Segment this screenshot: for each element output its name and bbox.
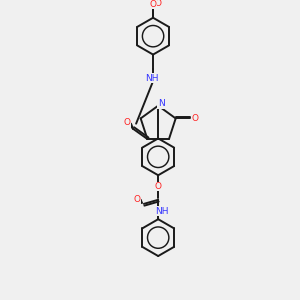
- Text: NH: NH: [155, 206, 169, 215]
- Text: O: O: [155, 0, 162, 8]
- Text: O: O: [133, 195, 140, 204]
- Text: O: O: [192, 114, 199, 123]
- Text: N: N: [158, 99, 165, 108]
- Text: O: O: [150, 0, 157, 9]
- Text: O: O: [155, 182, 162, 191]
- Text: O: O: [123, 118, 130, 127]
- Text: NH: NH: [145, 74, 159, 82]
